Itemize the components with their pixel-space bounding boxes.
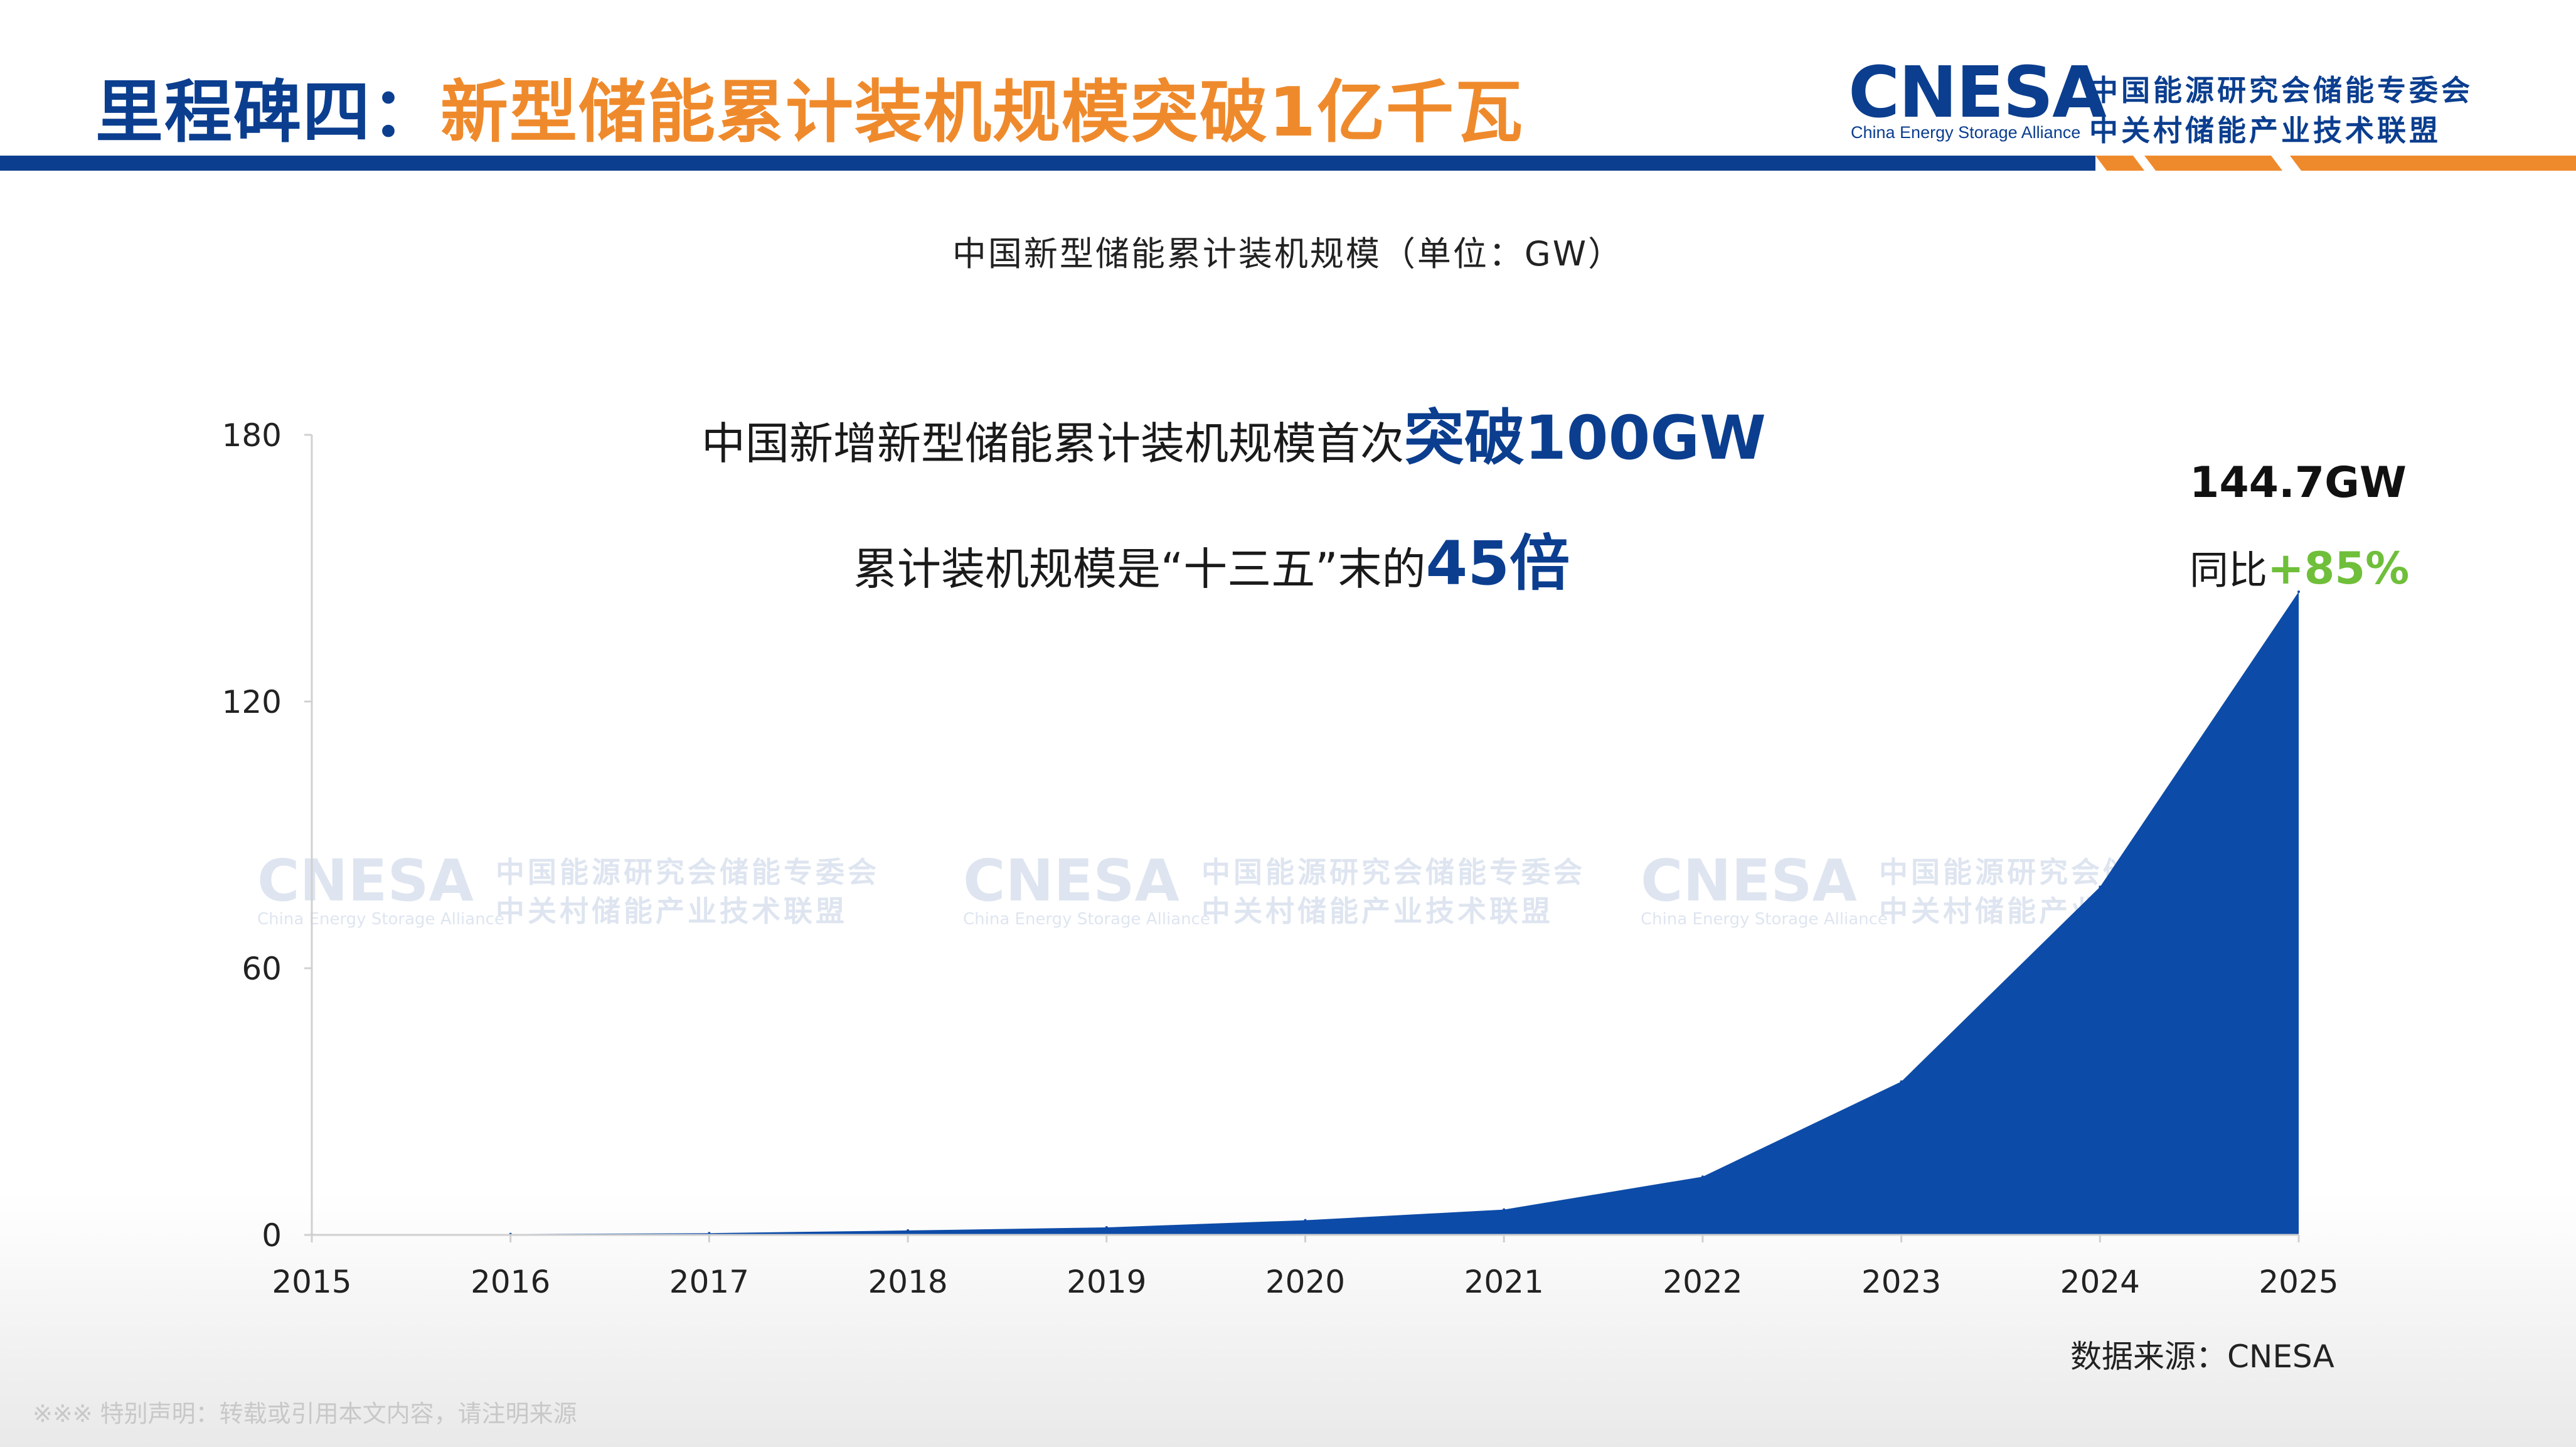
- logo-org-name-1: 中国能源研究会储能专委会: [2089, 73, 2473, 107]
- data-point-2019: [1105, 1226, 1108, 1229]
- x-tick-label-2018: 2018: [868, 1264, 947, 1300]
- yoy-value: +85%: [2267, 543, 2410, 594]
- cnesa-logo-subtitle: China Energy Storage Alliance: [1851, 123, 2081, 142]
- y-tick-label-180: 180: [222, 417, 282, 454]
- annotation-line-1: 中国新增新型储能累计装机规模首次突破100GW: [701, 389, 1766, 476]
- title-main: 新型储能累计装机规模突破1亿千瓦: [440, 73, 1525, 152]
- header-bar-stripe-3: [2290, 156, 2576, 171]
- title-prefix: 里程碑四：: [95, 73, 441, 152]
- page-title: 里程碑四：新型储能累计装机规模突破1亿千瓦: [95, 58, 1524, 156]
- yoy-prefix: 同比: [2190, 547, 2268, 593]
- data-source: 数据来源：CNESA: [2070, 1338, 2334, 1375]
- data-point-2023: [1900, 1080, 1903, 1083]
- header-bar: [0, 156, 2576, 171]
- x-tick-label-2019: 2019: [1067, 1264, 1146, 1300]
- chart-title: 中国新型储能累计装机规模（单位：GW）: [952, 234, 1624, 274]
- y-tick-label-60: 60: [242, 951, 282, 987]
- data-point-2024: [2099, 885, 2102, 889]
- data-point-2022: [1701, 1175, 1704, 1178]
- data-point-2025: [2297, 590, 2300, 593]
- x-tick-label-2016: 2016: [471, 1264, 550, 1300]
- header-bar-stripe-2: [2144, 156, 2282, 171]
- annotation-line-2: 累计装机规模是“十三五”末的45倍: [853, 515, 1570, 602]
- watermark-subtitle: China Energy Storage Alliance: [963, 910, 1210, 929]
- watermark-name: CNESA: [257, 847, 474, 914]
- x-tick-label-2023: 2023: [1861, 1264, 1941, 1300]
- watermark-line2: 中关村储能产业技术联盟: [1201, 894, 1553, 928]
- x-tick-label-2017: 2017: [669, 1264, 749, 1300]
- watermark-subtitle: China Energy Storage Alliance: [1641, 910, 1888, 929]
- data-point-2021: [1503, 1208, 1506, 1211]
- annotation-1-highlight: 突破100GW: [1404, 403, 1767, 473]
- last-value-label: 144.7GW: [2190, 458, 2407, 508]
- annotation-1-text: 中国新增新型储能累计装机规模首次: [701, 418, 1404, 469]
- x-tick-label-2022: 2022: [1663, 1264, 1742, 1300]
- header-bar-blue: [0, 156, 2095, 171]
- data-point-2018: [907, 1229, 910, 1232]
- area-series: [312, 592, 2299, 1235]
- watermark-line1: 中国能源研究会储能专委会: [1201, 855, 1585, 889]
- watermark-name: CNESA: [1641, 847, 1857, 914]
- yoy-label: 同比+85%: [2190, 538, 2409, 595]
- y-tick-label-0: 0: [262, 1217, 282, 1254]
- x-tick-label-2015: 2015: [272, 1264, 351, 1300]
- watermark-subtitle: China Energy Storage Alliance: [257, 910, 504, 929]
- data-point-2017: [708, 1232, 711, 1235]
- annotation-2-highlight: 45倍: [1425, 528, 1570, 599]
- watermark-name: CNESA: [963, 847, 1179, 914]
- cnesa-logo: CNESA: [1848, 52, 2107, 134]
- watermark-line2: 中关村储能产业技术联盟: [496, 894, 848, 928]
- header-bar-stripe-1: [2095, 156, 2144, 171]
- watermark-line1: 中国能源研究会储能专委会: [496, 855, 880, 889]
- x-tick-label-2025: 2025: [2259, 1264, 2338, 1300]
- disclaimer: ※※※ 特别声明：转载或引用本文内容，请注明来源: [33, 1400, 577, 1428]
- x-tick-label-2024: 2024: [2060, 1264, 2140, 1300]
- y-tick-label-120: 120: [222, 684, 282, 720]
- data-point-2020: [1304, 1219, 1307, 1222]
- x-tick-label-2020: 2020: [1265, 1264, 1345, 1300]
- logo-org-name-2: 中关村储能产业技术联盟: [2089, 114, 2441, 147]
- annotation-2-text: 累计装机规模是“十三五”末的: [853, 543, 1426, 595]
- x-tick-label-2021: 2021: [1464, 1264, 1544, 1300]
